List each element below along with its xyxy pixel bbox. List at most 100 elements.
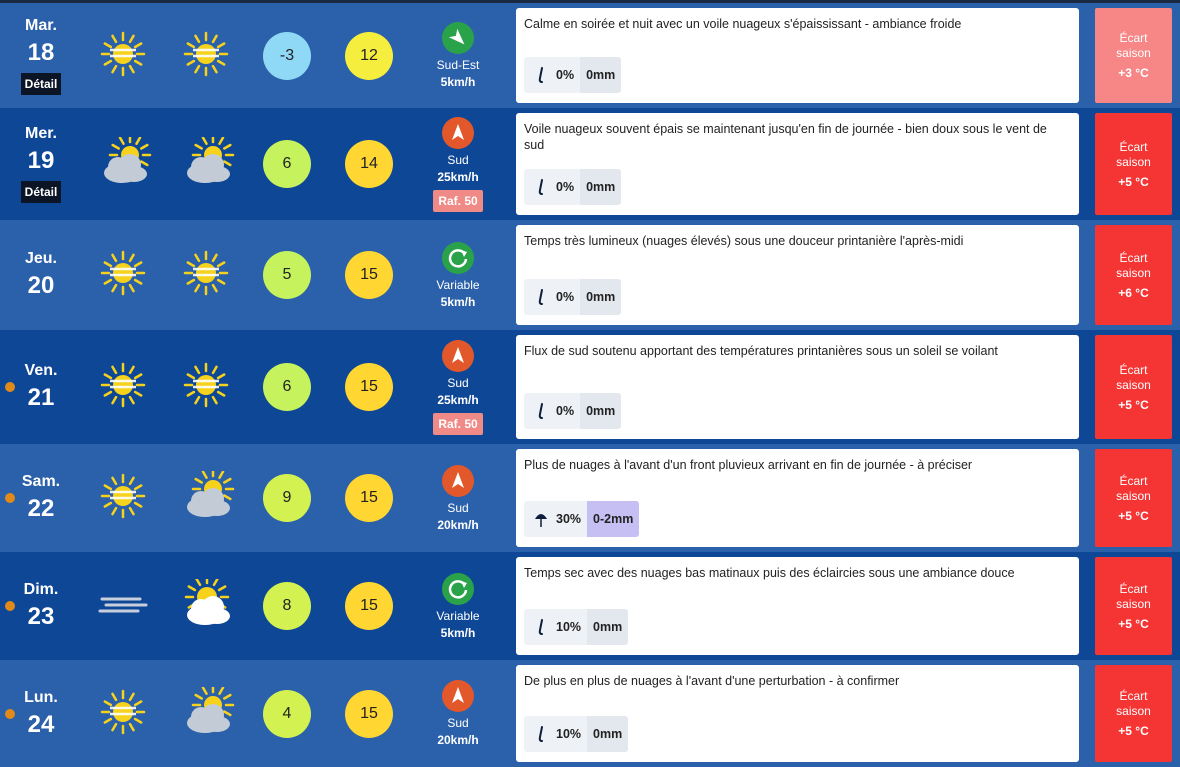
icon-shape bbox=[538, 619, 543, 635]
icon-shape bbox=[196, 263, 216, 283]
icon-shape bbox=[448, 248, 468, 268]
rain-probability: 10% bbox=[556, 620, 582, 634]
temp-min: 6 bbox=[263, 140, 311, 188]
icon-shape bbox=[218, 686, 225, 695]
icon-shape bbox=[452, 471, 464, 488]
weekday: Sam. bbox=[21, 473, 61, 490]
icon-shape bbox=[223, 477, 232, 484]
rain-probability: 30% bbox=[556, 512, 582, 526]
icon-shape bbox=[461, 249, 467, 257]
rain-pill: 0% 0mm bbox=[524, 279, 622, 315]
icon-shape bbox=[113, 43, 133, 64]
icon-shape bbox=[204, 715, 230, 732]
rain-probability: 0% bbox=[556, 290, 575, 304]
icon-shape bbox=[204, 608, 230, 624]
detail-button[interactable]: Détail bbox=[20, 181, 62, 203]
icon-shape bbox=[111, 395, 118, 405]
icon-shape bbox=[135, 137, 142, 145]
weather-icon bbox=[104, 137, 152, 183]
weather-icon bbox=[98, 597, 148, 613]
icon-shape bbox=[194, 64, 201, 73]
icon-shape bbox=[103, 373, 113, 380]
icon-shape bbox=[128, 64, 135, 73]
icon-shape bbox=[194, 477, 203, 484]
forecast-row: Ven. 21 6 15 Sud 25km/h Raf. 50 Flux de sud sou… bbox=[0, 330, 1180, 444]
rain-pill: 0% 0mm bbox=[524, 57, 622, 93]
rain-icon bbox=[538, 289, 543, 305]
weather-icon bbox=[100, 689, 146, 734]
anomaly-label: Écart saison bbox=[1116, 31, 1151, 60]
wind-cell: Variable 5km/h bbox=[418, 552, 498, 660]
icon-shape bbox=[113, 375, 133, 395]
icon-shape bbox=[535, 514, 547, 519]
icon-shape bbox=[111, 506, 118, 516]
day-cell: Ven. 21 bbox=[0, 330, 82, 444]
rain-icon bbox=[538, 67, 543, 83]
wind-direction: Sud bbox=[447, 152, 469, 167]
icon-shape bbox=[448, 28, 465, 45]
wind-direction: Variable bbox=[436, 277, 480, 292]
wind-icon bbox=[442, 680, 474, 712]
season-anomaly: Écart saison +6 °C bbox=[1095, 225, 1172, 325]
icon-shape bbox=[538, 726, 543, 742]
icon-shape bbox=[111, 476, 118, 486]
description: Calme en soirée et nuit avec un voile nu… bbox=[524, 17, 962, 31]
icon-shape bbox=[186, 261, 196, 268]
rain-amount: 0mm bbox=[587, 609, 629, 645]
icon-shape bbox=[103, 717, 113, 724]
wind-speed: 20km/h bbox=[437, 733, 479, 747]
anomaly-label: Écart saison bbox=[1116, 250, 1151, 280]
wind-direction: Sud bbox=[447, 500, 469, 515]
description-box: Voile nuageux souvent épais se maintenan… bbox=[516, 113, 1079, 215]
forecast-row: Lun. 24 4 15 Sud 20km/h De plus en plus de nua… bbox=[0, 660, 1180, 767]
icon-shape bbox=[111, 253, 118, 263]
icon-shape bbox=[111, 722, 118, 731]
icon-shape bbox=[186, 59, 196, 66]
anomaly-value: +5 °C bbox=[1118, 616, 1149, 631]
icon-shape bbox=[111, 692, 118, 701]
wind-icon bbox=[442, 116, 474, 149]
day-cell: Mer. 19 Détail bbox=[0, 108, 82, 220]
icon-shape bbox=[128, 476, 135, 486]
icon-shape bbox=[121, 166, 147, 182]
forecast-row: Sam. 22 9 15 Sud 20km/h Plus de nuages à l'ava… bbox=[0, 444, 1180, 552]
description: Temps très lumineux (nuages élevés) sous… bbox=[524, 234, 964, 248]
date: 22 bbox=[27, 495, 55, 522]
icon-shape bbox=[211, 34, 218, 43]
weekday: Dim. bbox=[23, 581, 59, 598]
icon-shape bbox=[103, 484, 113, 491]
temp-max: 15 bbox=[345, 251, 393, 299]
rain-amount: 0-2mm bbox=[587, 501, 640, 537]
icon-shape bbox=[186, 278, 196, 285]
icon-shape bbox=[133, 373, 143, 380]
icon-shape bbox=[110, 48, 136, 57]
icon-shape bbox=[111, 283, 118, 293]
temp-max: 15 bbox=[345, 363, 393, 411]
icon-shape bbox=[128, 722, 135, 731]
icon-shape bbox=[103, 41, 113, 48]
icon-shape bbox=[211, 64, 218, 73]
anomaly-label: Écart saison bbox=[1116, 581, 1151, 611]
icon-shape bbox=[201, 471, 208, 479]
temp-max: 15 bbox=[345, 689, 393, 738]
icon-shape bbox=[204, 500, 230, 516]
icon-shape bbox=[133, 261, 143, 268]
day-cell: Dim. 23 bbox=[0, 552, 82, 660]
icon-shape bbox=[187, 596, 230, 625]
forecast-row: Jeu. 20 5 15 Variable 5km/h Temps très lumineu… bbox=[0, 220, 1180, 330]
icon-shape bbox=[140, 160, 149, 167]
rain-icon bbox=[538, 179, 543, 195]
day-cell: Jeu. 20 bbox=[0, 220, 82, 330]
icon-shape bbox=[110, 490, 136, 500]
weather-icon bbox=[100, 250, 146, 296]
rain-amount: 0mm bbox=[580, 57, 622, 93]
weather-icon bbox=[183, 250, 229, 296]
icon-shape bbox=[128, 253, 135, 263]
detail-button[interactable]: Détail bbox=[20, 72, 62, 95]
icon-shape bbox=[538, 67, 543, 83]
temp-max: 12 bbox=[345, 31, 393, 80]
icon-shape bbox=[216, 278, 226, 285]
icon-shape bbox=[217, 585, 227, 592]
status-dot bbox=[5, 708, 15, 719]
rain-pill: 10% 0mm bbox=[524, 716, 629, 752]
